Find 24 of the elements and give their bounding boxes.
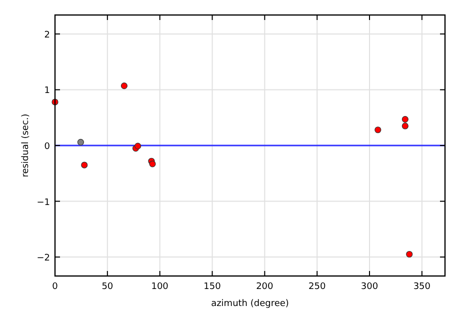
y-tick-label: 1 [44, 86, 50, 96]
point [402, 122, 408, 130]
x-tick-label: 350 [413, 282, 431, 292]
point [374, 126, 382, 134]
point [120, 82, 128, 90]
x-axis-title: azimuth (degree) [211, 299, 289, 309]
y-tick-label: −2 [36, 254, 50, 264]
point [134, 142, 142, 150]
point [81, 162, 88, 168]
x-tick-label: 300 [360, 282, 378, 292]
point [149, 160, 156, 168]
x-tick-label: 50 [102, 282, 114, 292]
x-tick-label: 250 [308, 282, 326, 292]
y-tick-label: −1 [36, 198, 50, 208]
x-tick-label: 150 [204, 282, 222, 292]
x-tick-label: 0 [52, 282, 58, 292]
point [77, 138, 84, 146]
y-tick-label: 2 [44, 30, 50, 40]
x-tick-label: 200 [256, 282, 274, 292]
y-axis-title: residual (sec.) [21, 114, 31, 178]
point [406, 250, 413, 258]
x-tick-label: 100 [151, 282, 169, 292]
point [402, 116, 408, 123]
y-tick-label: 0 [44, 142, 50, 152]
